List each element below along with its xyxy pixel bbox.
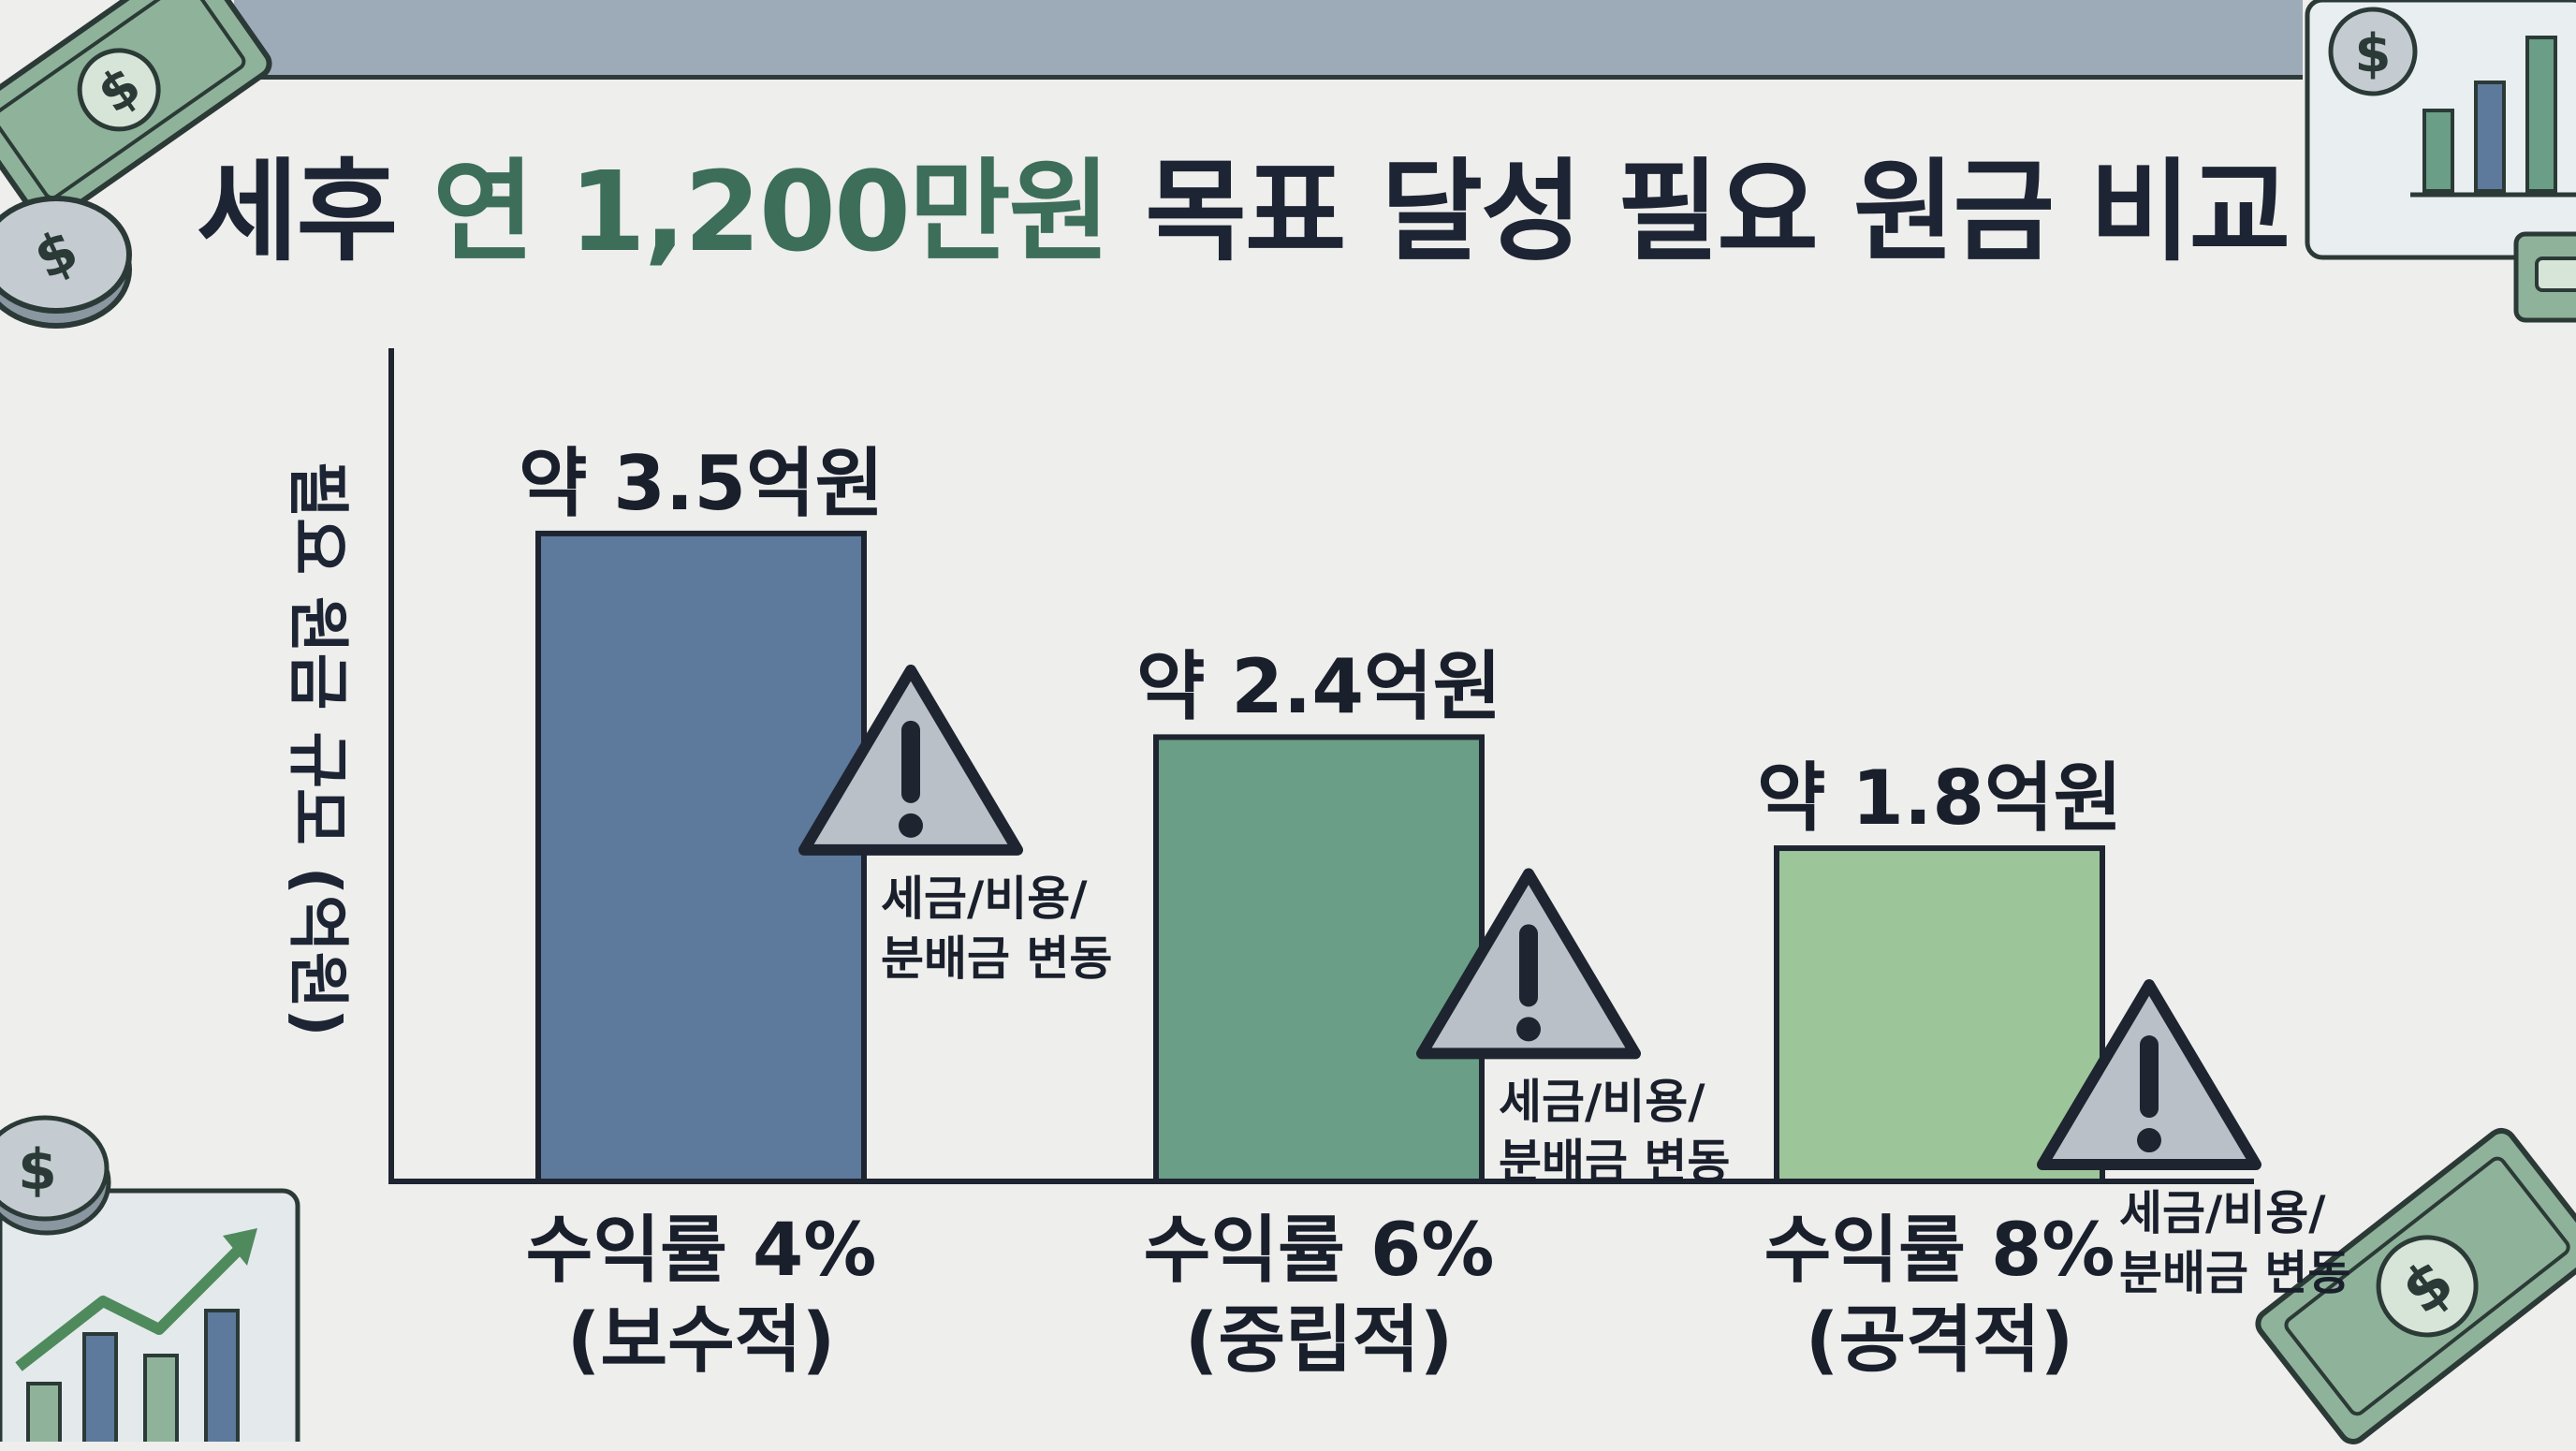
title-accent: 연 1,200만원 (432, 147, 1110, 276)
bar-value-label: 약 1.8억원 (1756, 755, 2123, 843)
title-suffix: 목표 달성 필요 원금 비교 (1108, 147, 2291, 276)
svg-text:$: $ (18, 1137, 57, 1203)
coin-icon: $ (0, 196, 132, 329)
x-tick-label-line: 수익률 8% (1764, 1209, 2115, 1293)
top-banner (234, 0, 2303, 80)
chart-title: 세후 연 1,200만원 목표 달성 필요 원금 비교 (197, 122, 2443, 282)
bar-annotation-line: 분배금 변동 (1499, 1135, 1731, 1190)
bar-annotation-line: 세금/비용/ (881, 871, 1088, 926)
bar-value-label: 약 2.4억원 (1135, 643, 1502, 731)
bar-annotation: 세금/비용/분배금 변동 (881, 869, 1112, 989)
bar-annotation-line: 세금/비용/ (2119, 1186, 2326, 1241)
warning-triangle-icon (2037, 979, 2261, 1171)
bar-annotation: 세금/비용/분배금 변동 (2119, 1183, 2350, 1303)
svg-text:$: $ (2355, 23, 2392, 84)
x-tick-label: 수익률 8% (공격적) (1764, 1206, 2115, 1385)
bar-3 (1774, 845, 2105, 1184)
warning-triangle-icon (1416, 868, 1641, 1060)
bar-1 (535, 530, 867, 1184)
bar-value-label: 약 3.5억원 (518, 439, 885, 527)
wallet-icon (2513, 231, 2576, 323)
warning-triangle-icon (798, 664, 1023, 856)
bar-annotation: 세금/비용/분배금 변동 (1499, 1072, 1730, 1192)
x-tick-label: 수익률 6% (중립적) (1144, 1206, 1495, 1385)
x-tick-label-line: 수익률 6% (1143, 1209, 1495, 1293)
bar-annotation-line: 분배금 변동 (881, 931, 1113, 986)
x-tick-label-line: 수익률 4% (525, 1209, 877, 1293)
money-bill-icon: $ (0, 0, 272, 225)
title-prefix: 세후 (197, 147, 433, 276)
money-bill-icon: $ (2255, 1127, 2576, 1444)
bar-2 (1153, 734, 1485, 1184)
bar-annotation-line: 분배금 변동 (2119, 1246, 2351, 1301)
x-tick-label-line: (보수적) (566, 1298, 836, 1383)
x-tick-label: 수익률 4% (보수적) (526, 1206, 877, 1385)
growth-chart-icon: $ (2305, 0, 2576, 260)
x-tick-label-line: (중립적) (1184, 1298, 1454, 1383)
growth-arrow-icon: $ (0, 1115, 300, 1442)
x-tick-label-line: (공격적) (1805, 1298, 2074, 1383)
bar-annotation-line: 세금/비용/ (1499, 1075, 1705, 1130)
